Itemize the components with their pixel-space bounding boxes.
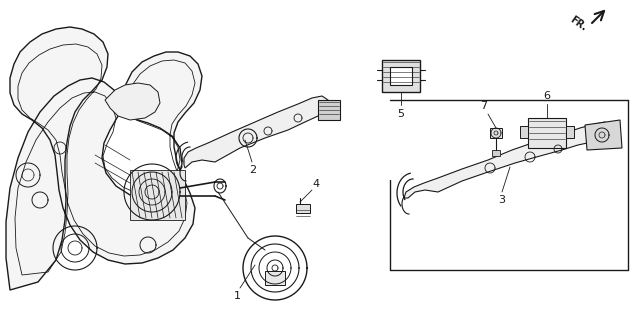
Bar bbox=[492, 150, 500, 156]
Polygon shape bbox=[404, 122, 615, 198]
Bar bbox=[566, 126, 574, 138]
Text: 2: 2 bbox=[250, 165, 257, 175]
Text: 4: 4 bbox=[312, 179, 319, 189]
Text: 5: 5 bbox=[397, 109, 404, 119]
Polygon shape bbox=[585, 120, 622, 150]
Bar bbox=[296, 204, 310, 213]
Bar bbox=[390, 67, 412, 85]
Bar bbox=[382, 60, 420, 92]
Bar bbox=[528, 118, 566, 148]
Bar bbox=[490, 128, 502, 138]
Text: 7: 7 bbox=[481, 101, 488, 111]
Text: FR.: FR. bbox=[568, 14, 588, 33]
Text: 3: 3 bbox=[499, 195, 506, 205]
Bar bbox=[318, 100, 340, 120]
Polygon shape bbox=[6, 27, 202, 290]
Polygon shape bbox=[130, 170, 185, 220]
Bar bbox=[265, 271, 285, 285]
Bar bbox=[520, 126, 528, 138]
Polygon shape bbox=[105, 83, 160, 120]
Text: 6: 6 bbox=[543, 91, 550, 101]
Polygon shape bbox=[184, 96, 330, 168]
Text: 1: 1 bbox=[234, 291, 241, 301]
